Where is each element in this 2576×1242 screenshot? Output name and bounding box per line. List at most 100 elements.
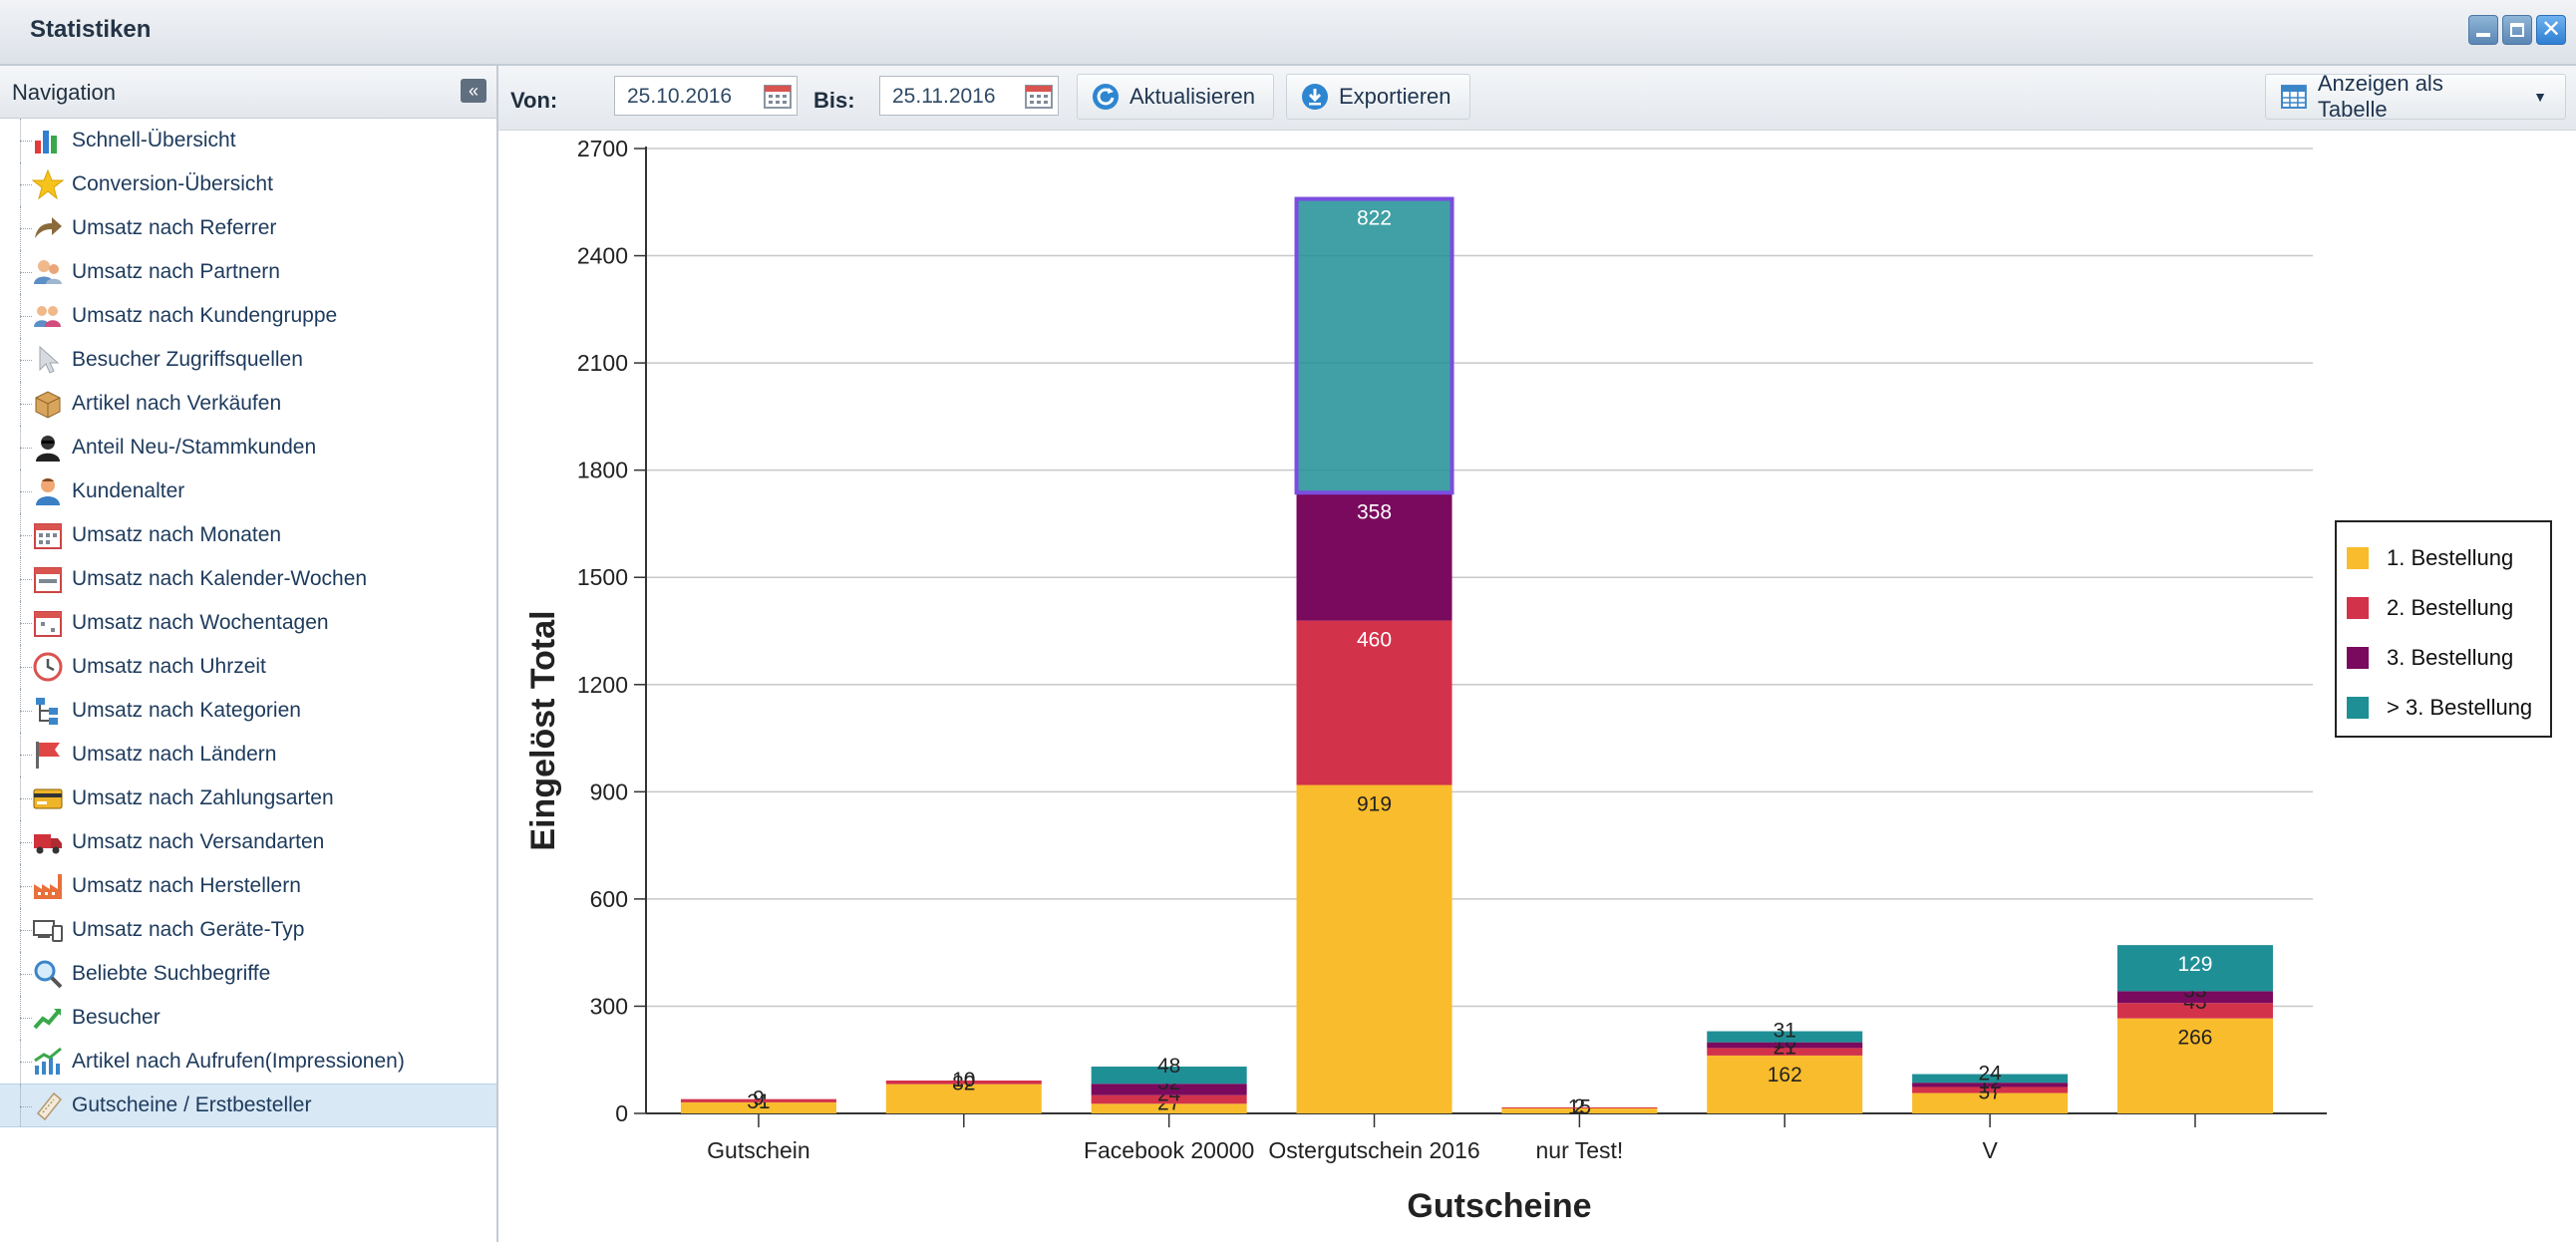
nav-item-calendar-month[interactable]: Umsatz nach Monaten	[0, 513, 496, 557]
nav-item-partner[interactable]: Umsatz nach Partnern	[0, 250, 496, 294]
tree-line	[20, 1106, 32, 1107]
bar-segment	[2116, 991, 2273, 1004]
legend-swatch	[2347, 647, 2369, 669]
legend-item[interactable]: 2. Bestellung	[2347, 588, 2513, 628]
x-tick-label: Gutschein	[707, 1137, 810, 1163]
legend-item[interactable]: 3. Bestellung	[2347, 638, 2513, 678]
window-title: Statistiken	[30, 16, 152, 43]
nav-item-category-tree[interactable]: Umsatz nach Kategorien	[0, 689, 496, 733]
cursor-icon	[39, 345, 60, 374]
bar-segment	[1296, 492, 1452, 621]
bar-segment	[1091, 1084, 1247, 1095]
minimize-icon[interactable]	[2468, 15, 2498, 45]
y-tick-label: 300	[590, 993, 628, 1019]
nav-item-arrow-forward[interactable]: Umsatz nach Referrer	[0, 206, 496, 250]
user-icon	[36, 478, 60, 505]
calendar-icon[interactable]	[1024, 82, 1054, 110]
magnifier-icon	[34, 960, 63, 989]
tree-line	[20, 141, 32, 142]
nav-item-calendar-week[interactable]: Umsatz nach Kalender-Wochen	[0, 557, 496, 601]
nav-item-agent[interactable]: Anteil Neu-/Stammkunden	[0, 426, 496, 469]
nav-item-label: Umsatz nach Kalender-Wochen	[72, 567, 368, 590]
nav-item-bar-chart[interactable]: Schnell-Übersicht	[0, 119, 496, 162]
refresh-button[interactable]: Aktualisieren	[1077, 74, 1274, 120]
nav-item-label: Schnell-Übersicht	[72, 129, 236, 152]
nav-item-truck[interactable]: Umsatz nach Versandarten	[0, 820, 496, 864]
tree-line	[20, 886, 32, 887]
bar-segment	[1707, 1042, 1863, 1049]
x-tick-label: Ostergutschein 2016	[1268, 1137, 1479, 1163]
toolbar: Von: 25.10.2016 Bis: 25.11.2016 Aktualis…	[498, 66, 2576, 131]
bar-segment	[1912, 1092, 2069, 1113]
category-tree-icon	[36, 698, 58, 725]
nav-item-factory[interactable]: Umsatz nach Herstellern	[0, 864, 496, 908]
tree-line	[20, 667, 32, 668]
data-label: 162	[1768, 1064, 1802, 1087]
tree-line	[20, 316, 32, 317]
nav-item-label: Artikel nach Verkäufen	[72, 392, 282, 415]
nav-item-magnifier[interactable]: Beliebte Suchbegriffe	[0, 952, 496, 996]
data-label: 460	[1357, 629, 1392, 652]
trend-chart-icon	[34, 1047, 62, 1075]
nav-item-label: Besucher Zugriffsquellen	[72, 348, 303, 371]
maximize-icon[interactable]	[2502, 15, 2532, 45]
nav-item-cursor[interactable]: Besucher Zugriffsquellen	[0, 338, 496, 382]
customer-group-icon	[34, 306, 61, 327]
tree-line	[20, 755, 32, 756]
nav-item-star[interactable]: Conversion-Übersicht	[0, 162, 496, 206]
nav-item-label: Umsatz nach Referrer	[72, 216, 277, 239]
bar-segment	[1912, 1083, 2069, 1087]
from-date-field[interactable]: 25.10.2016	[614, 76, 798, 116]
nav-item-credit-card[interactable]: Umsatz nach Zahlungsarten	[0, 776, 496, 820]
close-icon[interactable]: ✕	[2536, 15, 2566, 45]
nav-item-customer-group[interactable]: Umsatz nach Kundengruppe	[0, 294, 496, 338]
clock-icon	[33, 652, 63, 682]
y-tick-label: 1200	[577, 672, 628, 698]
tree-line	[20, 798, 32, 799]
nav-item-flag[interactable]: Umsatz nach Ländern	[0, 733, 496, 776]
calendar-month-icon	[34, 523, 62, 549]
nav-item-box[interactable]: Artikel nach Verkäufen	[0, 382, 496, 426]
navigation-title: Navigation	[12, 80, 116, 105]
trend-up-icon	[33, 1008, 62, 1030]
dropdown-arrow-icon: ▼	[2533, 89, 2547, 105]
view-as-table-button[interactable]: Anzeigen als Tabelle ▼	[2265, 71, 2566, 122]
nav-item-label: Umsatz nach Wochentagen	[72, 611, 329, 634]
legend-item[interactable]: > 3. Bestellung	[2347, 688, 2532, 728]
y-tick-label: 900	[590, 778, 628, 804]
nav-item-calendar-day[interactable]: Umsatz nach Wochentagen	[0, 601, 496, 645]
data-label: 31	[1773, 1020, 1796, 1043]
navigation-header: Navigation «	[0, 66, 496, 119]
navigation-list: Schnell-Übersicht Conversion-Übersicht Ums…	[0, 119, 496, 1127]
tree-line	[20, 535, 32, 536]
tree-line	[20, 404, 32, 405]
nav-item-devices[interactable]: Umsatz nach Geräte-Typ	[0, 908, 496, 952]
export-label: Exportieren	[1339, 84, 1451, 109]
nav-item-trend-up[interactable]: Besucher	[0, 996, 496, 1040]
to-date-field[interactable]: 25.11.2016	[879, 76, 1059, 116]
nav-item-user[interactable]: Kundenalter	[0, 469, 496, 513]
bar-segment	[885, 1081, 1042, 1085]
calendar-icon[interactable]	[763, 82, 793, 110]
collapse-panel-icon[interactable]: «	[461, 79, 486, 103]
legend-swatch	[2347, 697, 2369, 719]
arrow-forward-icon	[35, 217, 62, 238]
y-tick-label: 0	[615, 1100, 628, 1126]
legend-item[interactable]: 1. Bestellung	[2347, 538, 2513, 578]
tree-line	[20, 1085, 21, 1126]
nav-item-trend-chart[interactable]: Artikel nach Aufrufen(Impressionen)	[0, 1040, 496, 1084]
data-label: 358	[1357, 500, 1392, 523]
nav-item-label: Umsatz nach Kundengruppe	[72, 304, 338, 327]
devices-icon	[33, 920, 63, 942]
export-button[interactable]: Exportieren	[1286, 74, 1470, 120]
tree-line	[20, 184, 32, 185]
nav-item-label: Umsatz nach Versandarten	[72, 830, 325, 853]
tree-line	[20, 448, 32, 449]
nav-item-clock[interactable]: Umsatz nach Uhrzeit	[0, 645, 496, 689]
tree-line	[20, 579, 32, 580]
nav-item-label: Umsatz nach Ländern	[72, 743, 277, 766]
bar-segment	[1501, 1107, 1658, 1113]
y-tick-label: 2400	[577, 243, 628, 269]
legend-label: > 3. Bestellung	[2387, 695, 2533, 720]
nav-item-voucher[interactable]: Gutscheine / Erstbesteller	[0, 1084, 496, 1127]
